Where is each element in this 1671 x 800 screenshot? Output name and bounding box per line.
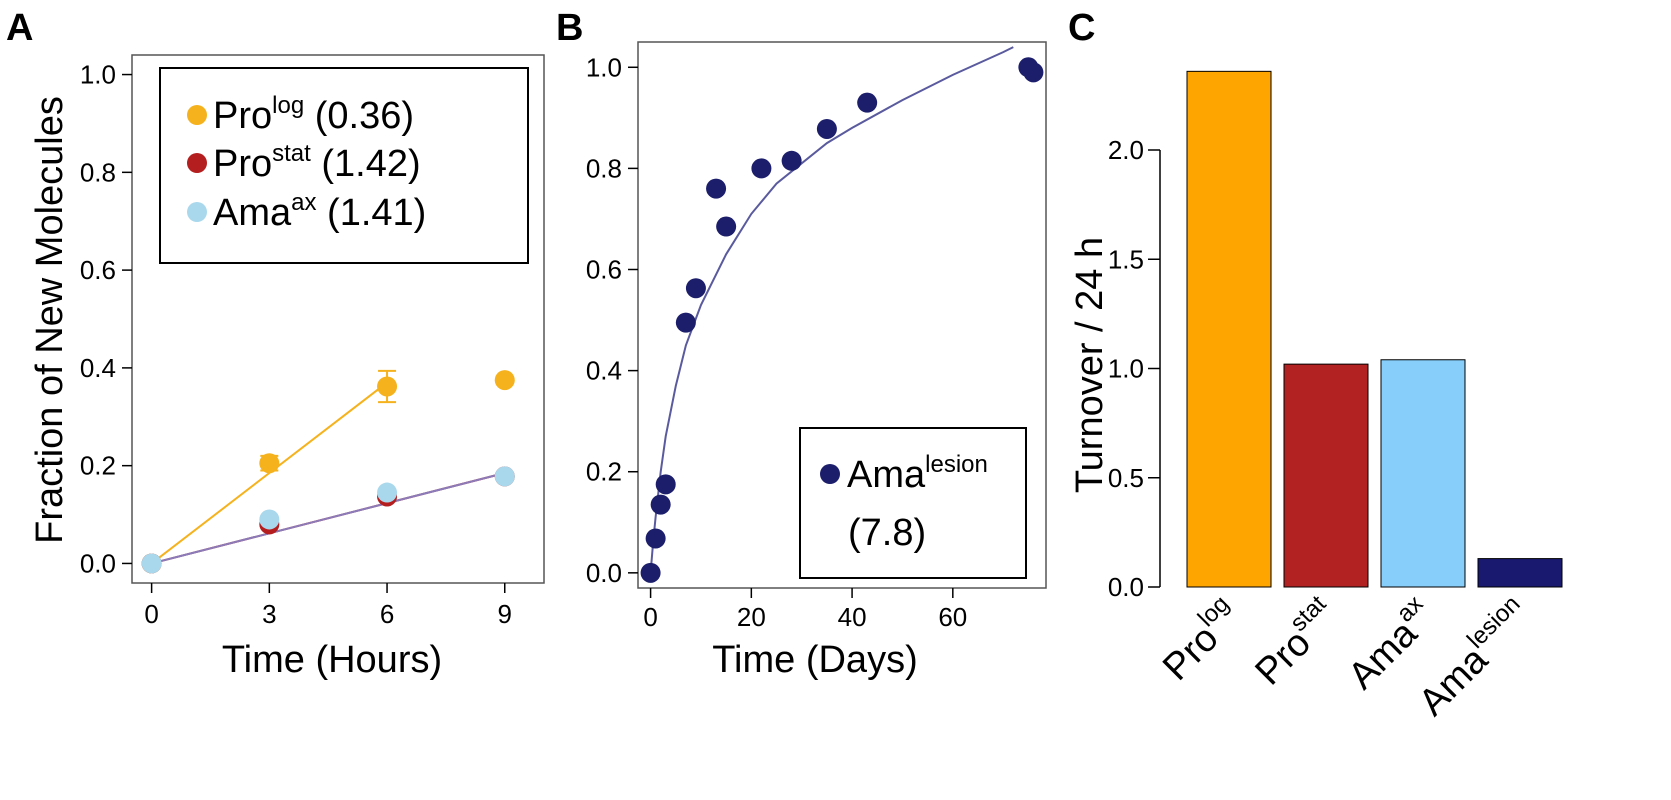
panel-b-points: [640, 57, 1044, 583]
data-point-ama-lesion: [857, 92, 878, 113]
panel-b-y-ticks: 0.0 0.2 0.4 0.6 0.8 1.0: [586, 52, 638, 588]
category-label-pro-stat: Prostat: [1243, 590, 1346, 693]
x-tick-label: 0: [643, 602, 657, 632]
x-tick-label: 6: [380, 599, 394, 629]
panel-b-legend-box: [799, 427, 1027, 579]
bar-pro-log: [1186, 70, 1272, 588]
data-point-ama-lesion: [655, 474, 676, 495]
legend-entry-pro-stat: Prostat (1.42): [213, 140, 421, 185]
y-tick-label: 0.5: [1108, 463, 1144, 493]
y-tick-label: 0.2: [586, 457, 622, 487]
y-tick-label: 1.0: [1108, 354, 1144, 384]
legend-entry-ama-ax: Amaax (1.41): [213, 189, 426, 234]
legend-swatch-pro-log: [187, 105, 207, 125]
panel-a-x-ticks: 0 3 6 9: [144, 583, 512, 629]
y-tick-label: 1.0: [586, 52, 622, 82]
data-point-ama-lesion: [685, 278, 706, 299]
x-tick-label: 40: [838, 602, 867, 632]
data-point-ama-ax: [494, 466, 515, 487]
panel-a-points: [141, 370, 515, 574]
y-tick-label: 0.0: [1108, 572, 1144, 602]
panel-c-y-axis-title: Turnover / 24 h: [1069, 237, 1111, 493]
y-tick-label: 0.2: [80, 451, 116, 481]
data-point-ama-lesion: [650, 494, 671, 515]
legend-entry-ama-lesion-value: (7.8): [848, 512, 926, 554]
legend-entry-pro-log: Prolog (0.36): [213, 92, 414, 137]
y-tick-label: 1.0: [80, 60, 116, 90]
data-point-ama-ax: [259, 509, 280, 530]
panel-a-error-bars: [260, 369, 397, 472]
y-tick-label: 2.0: [1108, 135, 1144, 165]
panel-c-letter: C: [1068, 7, 1095, 49]
data-point-ama-lesion: [816, 118, 837, 139]
panel-b-x-axis-title: Time (Days): [712, 639, 917, 681]
data-point-ama-lesion: [781, 150, 802, 171]
panel-b-letter: B: [556, 7, 583, 49]
data-point-ama-lesion: [1023, 62, 1044, 83]
y-tick-label: 0.0: [586, 558, 622, 588]
y-tick-label: 0.6: [80, 255, 116, 285]
data-point-ama-ax: [141, 553, 162, 574]
data-point-ama-lesion: [706, 178, 727, 199]
panel-a-y-ticks: 0.0 0.2 0.4 0.6 0.8 1.0: [80, 60, 132, 578]
x-tick-label: 60: [938, 602, 967, 632]
y-tick-label: 1.5: [1108, 244, 1144, 274]
data-point-pro-log: [494, 370, 515, 391]
panel-b-legend: Amalesion (7.8): [799, 427, 1027, 579]
data-point-ama-lesion: [716, 216, 737, 237]
data-point-ama-ax: [377, 482, 398, 503]
y-tick-label: 0.8: [586, 153, 622, 183]
bar-pro-stat: [1283, 363, 1369, 588]
panel-a-plot-frame: [131, 54, 545, 584]
x-tick-label: 20: [737, 602, 766, 632]
data-point-ama-lesion: [640, 562, 661, 583]
panel-a-y-axis-title: Fraction of New Molecules: [29, 96, 71, 544]
panel-c-y-ticks: 0.0 0.5 1.0 1.5 2.0: [1108, 135, 1160, 602]
fit-line-ama-ax: [151, 472, 506, 565]
data-point-ama-lesion: [675, 312, 696, 333]
legend-swatch-ama-ax: [187, 202, 207, 222]
data-point-ama-lesion: [645, 528, 666, 549]
panel-a-fit-lines: [151, 381, 506, 565]
panel-b-plot-frame: [637, 41, 1047, 589]
panel-a-x-axis-title: Time (Hours): [222, 639, 442, 681]
x-tick-label: 0: [144, 599, 158, 629]
panel-b-x-ticks: 0 20 40 60: [643, 588, 967, 632]
legend-swatch-pro-stat: [187, 153, 207, 173]
y-tick-label: 0.4: [586, 356, 622, 386]
bar-ama-lesion: [1477, 558, 1563, 588]
panel-c-bars: [1186, 70, 1563, 588]
y-tick-label: 0.0: [80, 548, 116, 578]
legend-entry-ama-lesion: Amalesion: [847, 451, 988, 496]
panel-a-letter: A: [6, 7, 33, 49]
data-point-ama-lesion: [751, 158, 772, 179]
data-point-pro-log: [377, 376, 398, 397]
panel-a-legend-box: [159, 67, 529, 264]
y-tick-label: 0.4: [80, 353, 116, 383]
panel-b: B 0 20 40 60 0.0 0.2 0.4 0.6 0.8 1.0 Amalesion (…: [556, 7, 1047, 681]
panel-a-legend: Prolog (0.36) Prostat (1.42) Amaax (1.41…: [159, 67, 529, 264]
bar-ama-ax: [1380, 359, 1466, 588]
y-tick-label: 0.6: [586, 255, 622, 285]
category-label-pro-log: Prolog: [1151, 590, 1249, 688]
x-tick-label: 9: [498, 599, 512, 629]
panel-a: A 0 3 6 9 0.0 0.2 0.4 0.6 0.8 1.0 Prolog (0.36) …: [6, 7, 545, 681]
legend-swatch-ama-lesion: [820, 464, 840, 484]
y-tick-label: 0.8: [80, 157, 116, 187]
x-tick-label: 3: [262, 599, 276, 629]
data-point-pro-log: [259, 453, 280, 474]
